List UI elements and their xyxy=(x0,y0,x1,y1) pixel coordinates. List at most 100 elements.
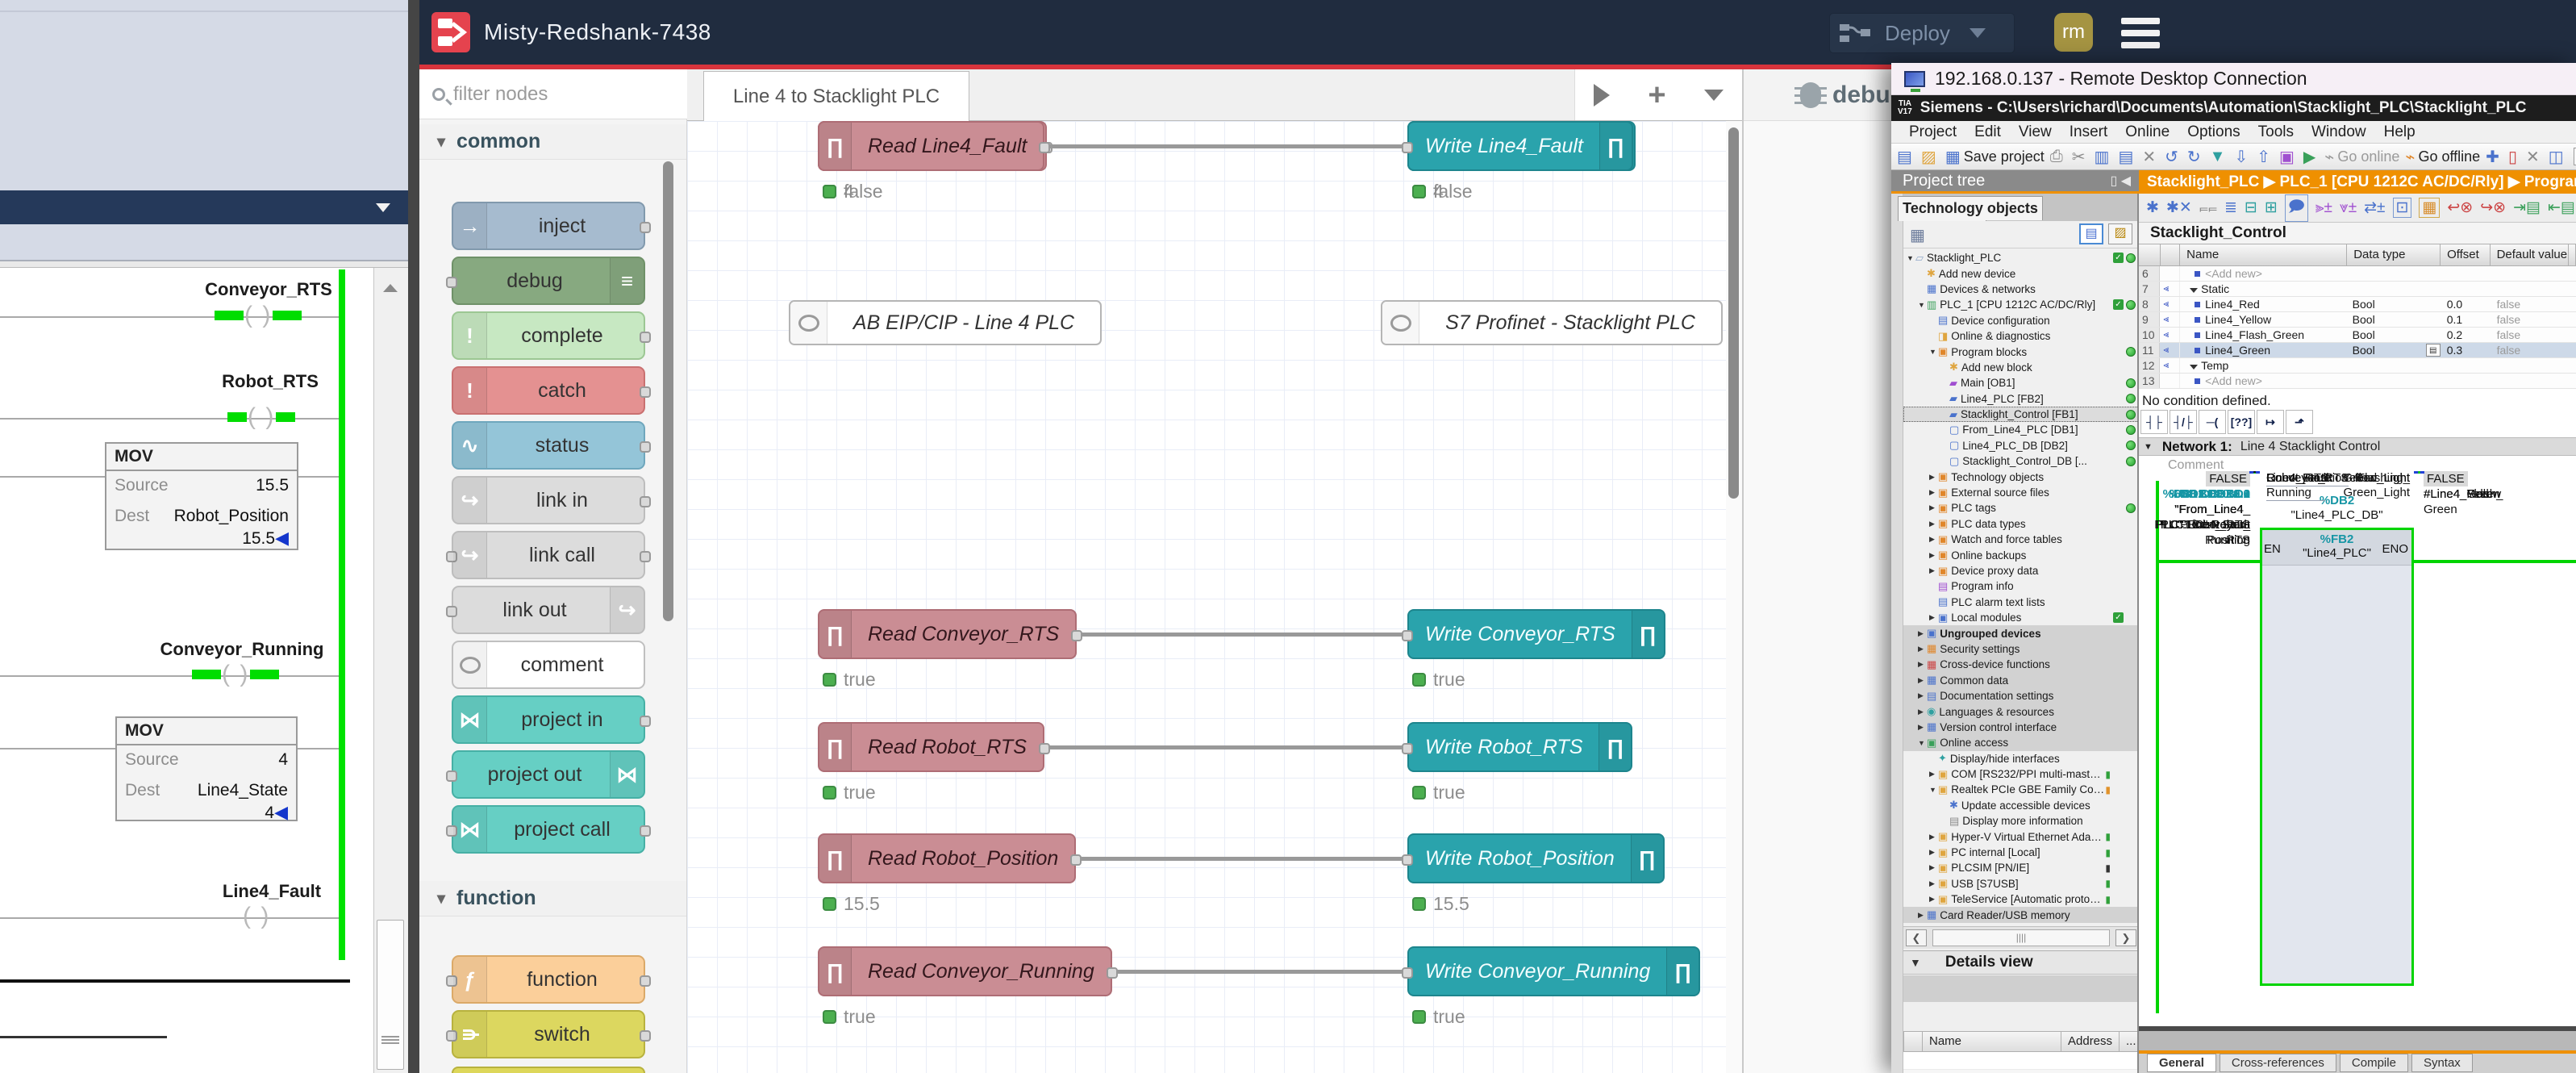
eip-read-node[interactable]: ∏ Read Conveyor_Running xyxy=(818,946,1112,996)
node-output-port[interactable] xyxy=(1039,743,1050,754)
menu-item[interactable]: Help xyxy=(2384,123,2416,141)
menu-item[interactable]: View xyxy=(2019,123,2052,141)
toolbar-button[interactable]: ⇧ xyxy=(2257,147,2274,167)
mov-dest-tag[interactable]: Robot_Position xyxy=(174,507,289,526)
toolbar-icon[interactable]: ≣ xyxy=(2224,198,2237,217)
tree-item[interactable]: ◨ Online & diagnostics ▮ ✓ xyxy=(1903,328,2139,344)
palette-node[interactable]: ƒ function xyxy=(452,955,645,1004)
chevron-down-icon[interactable]: ▼ xyxy=(2144,442,2153,452)
node-output-port[interactable] xyxy=(640,332,651,343)
menu-item[interactable]: Window xyxy=(2311,123,2366,141)
toolbar-icon[interactable]: ⩔± xyxy=(2340,199,2357,217)
node-output-port[interactable] xyxy=(640,496,651,507)
menu-item[interactable]: Online xyxy=(2125,123,2170,141)
tree-expander-icon[interactable]: ▶ xyxy=(1929,848,1938,857)
toolbar-icon[interactable]: ↩⊗ xyxy=(2447,198,2473,217)
tree-item[interactable]: ▶ ▣ Ungrouped devices ▮ ✓ xyxy=(1903,625,2139,641)
toolbar-button[interactable]: ✂ xyxy=(2072,147,2089,167)
tree-expander-icon[interactable]: ▶ xyxy=(1918,911,1927,920)
variable-row[interactable]: 7 ⪡ Static xyxy=(2139,282,2576,297)
toolbar-button[interactable]: ⇩ xyxy=(2234,147,2251,167)
tree-expander-icon[interactable]: ▶ xyxy=(1929,863,1938,872)
tree-expander-icon[interactable]: ▶ xyxy=(1918,723,1927,732)
eip-read-node[interactable]: ∏ Read Conveyor_RTS xyxy=(818,609,1077,659)
variable-row[interactable]: 8 ⪡ Line4_Red Bool 0.0 false xyxy=(2139,297,2576,312)
flow-tab[interactable]: Line 4 to Stacklight PLC xyxy=(703,71,969,121)
collapsed-side-strip[interactable] xyxy=(1891,194,1903,1073)
deploy-options-caret-icon[interactable] xyxy=(1970,28,1986,38)
toolbar-button[interactable]: ▨ xyxy=(1921,147,1940,167)
tree-expander-icon[interactable]: ▶ xyxy=(1929,520,1938,528)
tree-item[interactable]: ▼ ▣ Online access ▮ ✓ xyxy=(1903,735,2139,750)
variable-default[interactable] xyxy=(2494,282,2573,296)
wire[interactable] xyxy=(1042,633,1429,637)
tree-item[interactable]: ▼ ▥ PLC_1 [CPU 1212C AC/DC/Rly] ▮ ✓ xyxy=(1903,297,2139,312)
toolbar-button[interactable]: ◫ xyxy=(2549,147,2567,167)
palette-node[interactable]: ! complete xyxy=(452,311,645,360)
variable-row[interactable]: 12 ⪡ Temp xyxy=(2139,358,2576,374)
node-output-port[interactable] xyxy=(640,975,651,987)
mov-source-value[interactable]: 15.5 xyxy=(256,476,289,495)
tag-label[interactable]: Conveyor_Running xyxy=(160,639,324,660)
eip-read-node[interactable]: ∏ Read Robot_Position xyxy=(818,833,1076,883)
details-col-name[interactable]: Name xyxy=(1923,1031,2061,1052)
ladder-collapsed-titlebar[interactable] xyxy=(0,190,408,224)
tree-expander-icon[interactable]: ▶ xyxy=(1929,879,1938,888)
toolbar-button[interactable]: ⎙ xyxy=(2050,148,2066,166)
variable-default[interactable]: false xyxy=(2494,343,2573,357)
s7-write-node[interactable]: Write Robot_Position ∏ xyxy=(1407,833,1665,883)
tree-item[interactable]: ✱ Add new device ▮ ✓ xyxy=(1903,265,2139,281)
comment-node[interactable]: AB EIP/CIP - Line 4 PLC xyxy=(789,300,1102,345)
toolbar-icon[interactable]: ⇤▤ xyxy=(2548,198,2575,217)
details-view-header[interactable]: ▼ Details view xyxy=(1903,950,2139,975)
scroll-left-icon[interactable]: ❮ xyxy=(1906,929,1927,946)
flow-canvas[interactable]: AB EIP/CIP - Line 4 PLC S7 Profinet - St… xyxy=(687,121,1726,1073)
node-input-port[interactable] xyxy=(1402,142,1413,153)
toolbar-icon[interactable]: ⇄± xyxy=(2364,198,2385,217)
toolbar-button[interactable]: ↻ xyxy=(2187,147,2204,167)
ladder-instruction-button[interactable]: ⬏ xyxy=(2286,410,2313,434)
menu-item[interactable]: Insert xyxy=(2070,123,2108,141)
palette-node[interactable]: → inject xyxy=(452,202,645,250)
tree-item[interactable]: ▶ ▣ PLCSIM [PN/IE] ▮ ✓ xyxy=(1903,860,2139,875)
tree-expander-icon[interactable]: ▶ xyxy=(1929,566,1938,575)
tree-item[interactable]: ▶ ▣ USB [S7USB] ▮ ✓ xyxy=(1903,876,2139,891)
palette-scrollbar-thumb[interactable] xyxy=(663,161,673,621)
tree-expander-icon[interactable]: ▼ xyxy=(1929,786,1938,794)
add-flow-button[interactable]: + xyxy=(1648,83,1665,107)
variable-default[interactable] xyxy=(2494,266,2573,281)
toolbar-icon[interactable]: ✱✕ xyxy=(2166,198,2192,217)
tree-item[interactable]: ▤ PLC alarm text lists ▮ ✓ xyxy=(1903,595,2139,610)
palette-node[interactable]: ! catch xyxy=(452,366,645,415)
tree-item[interactable]: ▼ ▣ Program blocks ▮ ✓ xyxy=(1903,344,2139,359)
wire[interactable] xyxy=(1042,745,1429,749)
toolbar-icon[interactable]: ⇥▤ xyxy=(2513,198,2541,217)
ladder-instruction-button[interactable]: ↦ xyxy=(2257,410,2284,434)
tree-item[interactable]: ▰ Line4_PLC [FB2] ▮ ✓ xyxy=(1903,391,2139,407)
wire[interactable] xyxy=(1042,144,1429,148)
node-input-port[interactable] xyxy=(1402,743,1413,754)
toolbar-icon[interactable]: ▦ xyxy=(2419,198,2440,218)
tree-expander-icon[interactable]: ▼ xyxy=(1907,254,1915,262)
node-output-port[interactable] xyxy=(640,1030,651,1042)
deploy-button[interactable]: Deploy xyxy=(1829,13,2015,53)
s7-write-node[interactable]: Write Conveyor_RTS ∏ xyxy=(1407,609,1665,659)
rdp-titlebar[interactable]: 192.168.0.137 - Remote Desktop Connectio… xyxy=(1891,63,2576,95)
col-offset[interactable]: Offset xyxy=(2441,244,2491,266)
ladder-instruction-button[interactable]: [??] xyxy=(2228,410,2255,434)
tree-item[interactable]: ▤ Display more information ▮ ✓ xyxy=(1903,813,2139,829)
toolbar-button[interactable]: ▤ xyxy=(2118,147,2136,167)
tree-item[interactable]: ▢ Line4_PLC_DB [DB2] ▮ ✓ xyxy=(1903,438,2139,453)
tag-label[interactable]: Conveyor_RTS xyxy=(205,279,332,300)
chevron-down-icon[interactable] xyxy=(376,203,390,212)
palette-node[interactable]: ∿ status xyxy=(452,421,645,470)
tree-item[interactable]: ▶ ▦ Cross-device functions ▮ ✓ xyxy=(1903,657,2139,672)
fb-call-block[interactable]: %FB2 "Line4_PLC" xyxy=(2260,528,2414,986)
mov-instruction[interactable]: MOV Source15.5 DestRobot_Position 15.5◀ xyxy=(105,442,298,550)
tree-item[interactable]: ▶ ▣ Hyper-V Virtual Ethernet Adapter ▮ ✓ xyxy=(1903,829,2139,844)
col-default-value[interactable]: Default value xyxy=(2491,244,2569,266)
variable-default[interactable] xyxy=(2494,358,2573,373)
ladder-canvas[interactable]: Conveyor_RTS ( ) Robot_RTS ( ) MOV Sourc… xyxy=(0,268,373,1073)
instance-db-name[interactable]: "Line4_PLC_DB" xyxy=(2260,508,2414,522)
palette-node[interactable]: ↪ link in xyxy=(452,476,645,524)
